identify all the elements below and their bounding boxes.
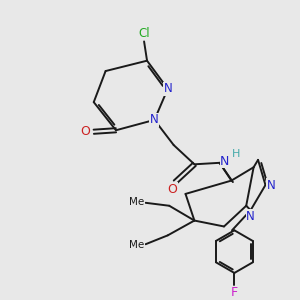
Text: Me: Me [129, 240, 144, 250]
Text: F: F [231, 286, 238, 299]
Text: N: N [220, 155, 230, 168]
Text: O: O [80, 125, 90, 138]
Text: N: N [267, 178, 276, 191]
Text: Cl: Cl [138, 27, 150, 40]
Text: H: H [232, 149, 240, 159]
Text: O: O [167, 183, 177, 196]
Text: N: N [246, 210, 255, 223]
Text: N: N [164, 82, 172, 95]
Text: N: N [150, 113, 159, 126]
Text: Me: Me [129, 197, 144, 207]
